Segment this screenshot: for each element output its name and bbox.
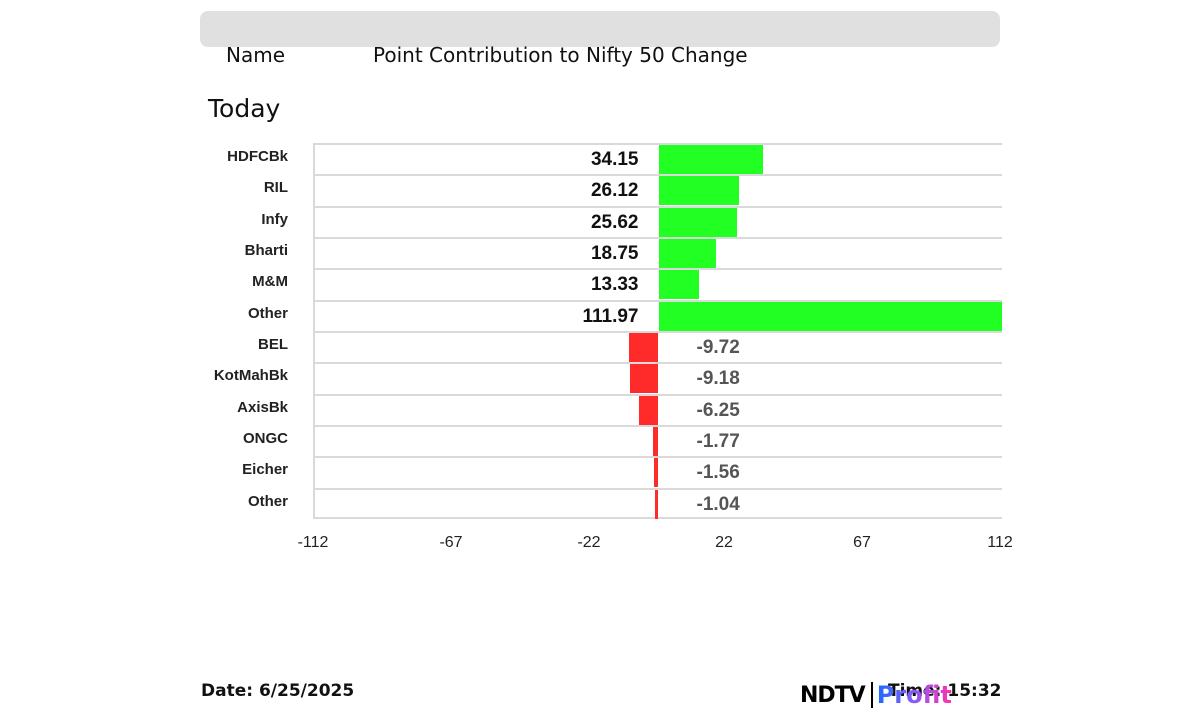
chart-row: 111.97: [315, 299, 1002, 331]
row-label: ONGC: [243, 429, 288, 447]
bar-value-label: -9.18: [696, 368, 740, 390]
plot-area: 34.15 26.12 25.62 18.75 13.33 111.97 -9.72 -9.1…: [313, 143, 1002, 519]
bar-value-label: 18.75: [590, 242, 639, 264]
bar: [658, 176, 739, 206]
chart-row: 13.33: [315, 268, 1002, 300]
row-label: Infy: [261, 210, 288, 228]
row-label: BEL: [258, 335, 288, 353]
chart-row: -1.56: [315, 456, 1002, 488]
chart-row: -1.04: [315, 487, 1002, 519]
x-tick-label: -112: [297, 534, 329, 551]
bar: [658, 270, 700, 300]
ndtv-profit-logo: NDTV Profit: [800, 680, 952, 710]
logo-divider: [870, 682, 873, 708]
chart-row: 25.62: [315, 205, 1002, 237]
bar: [658, 301, 1002, 331]
bar: [630, 364, 659, 394]
chart-row: 18.75: [315, 236, 1002, 268]
row-label: M&M: [252, 273, 288, 291]
x-tick-label: -67: [439, 534, 463, 551]
bar-value-label: -1.77: [696, 430, 740, 452]
row-label: HDFCBk: [227, 148, 288, 165]
row-label: Bharti: [244, 241, 288, 259]
bar: [653, 458, 659, 488]
chart-row: 26.12: [315, 174, 1002, 206]
bar-value-label: 34.15: [590, 149, 639, 170]
bar-value-label: 13.33: [590, 274, 639, 296]
logo-ndtv: NDTV: [800, 682, 866, 708]
chart-row: -9.72: [315, 330, 1002, 362]
row-label: Other: [247, 492, 288, 510]
row-label: AxisBk: [237, 398, 288, 416]
chart-title: Point Contribution to Nifty 50 Change: [373, 43, 748, 67]
bar-value-label: -1.56: [696, 462, 740, 484]
chart-row: -6.25: [315, 393, 1002, 425]
row-label: Other: [247, 304, 288, 322]
chart-row: -1.77: [315, 424, 1002, 456]
bar-value-label: 25.62: [590, 211, 639, 233]
date-label: Date: 6/25/2025: [201, 681, 355, 701]
row-label: KotMahBk: [213, 367, 288, 385]
x-tick-label: -22: [577, 534, 601, 551]
chart-row: 34.15: [315, 143, 1002, 174]
logo-profit: Profit: [876, 681, 952, 709]
bar: [653, 426, 659, 456]
x-tick-label: 22: [715, 534, 733, 551]
chart-row: -9.18: [315, 362, 1002, 394]
bar: [658, 145, 764, 174]
bar-value-label: -6.25: [696, 399, 740, 421]
bar-value-label: -1.04: [696, 493, 740, 515]
bar: [658, 207, 738, 237]
row-label: RIL: [263, 179, 288, 197]
period-label: Today: [208, 94, 281, 123]
bar-value-label: -9.72: [696, 336, 740, 358]
bar-value-label: 26.12: [590, 180, 639, 202]
column-header-name: Name: [226, 43, 286, 67]
header-bar: [200, 11, 1000, 47]
bar: [628, 332, 659, 362]
bar: [639, 395, 659, 425]
time-label: Time: 15:32: [888, 681, 1002, 701]
row-label: Eicher: [242, 461, 288, 479]
bar: [658, 238, 716, 268]
x-tick-label: 67: [853, 534, 871, 551]
bar: [655, 489, 659, 519]
bar-value-label: 111.97: [582, 305, 639, 327]
x-tick-label: 112: [987, 534, 1013, 551]
